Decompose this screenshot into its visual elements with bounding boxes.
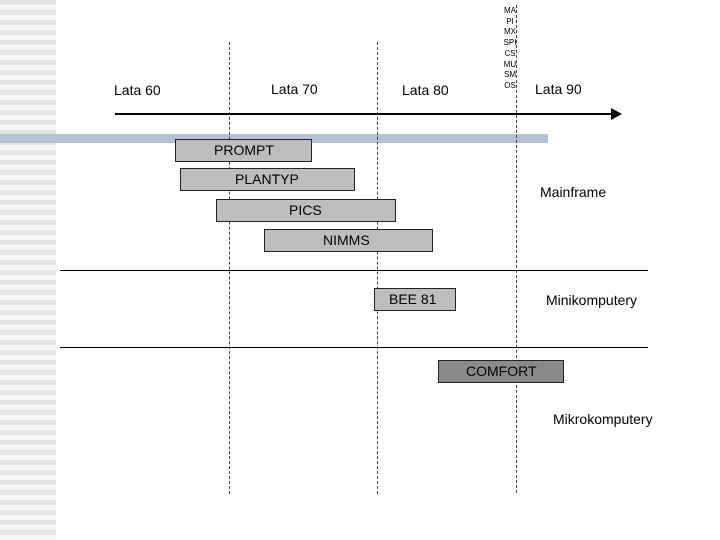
system-label-prompt: PROMPT [214, 142, 274, 158]
vertical-system-labels: MAPIMXSPICSMUSMOS [503, 6, 517, 92]
system-bar-pics: PICS [216, 199, 396, 222]
separator-2 [60, 347, 648, 348]
vertical-label-musmos: MUSMOS [503, 59, 517, 90]
timeline-axis [115, 113, 613, 115]
system-bar-nimms: NIMMS [264, 229, 433, 252]
system-label-nimms: NIMMS [323, 232, 370, 248]
era-label-90: Lata 90 [535, 81, 582, 97]
system-label-plantyp: PLANTYP [235, 171, 299, 187]
system-label-bee81: BEE 81 [389, 291, 437, 307]
system-bar-prompt: PROMPT [175, 139, 312, 162]
vertical-label-mapimxspics: MAPIMXSPICS [503, 6, 517, 58]
decorative-stripes [0, 0, 56, 540]
category-minikomputery: Minikomputery [546, 292, 638, 308]
accent-band [0, 134, 548, 143]
system-label-comfort: COMFORT [466, 363, 537, 379]
era-label-70: Lata 70 [271, 81, 318, 97]
system-label-pics: PICS [289, 202, 322, 218]
timeline-arrowhead [611, 108, 622, 120]
era-label-60: Lata 60 [114, 82, 161, 98]
category-mainframe: Mainframe [540, 184, 607, 200]
gridline-1980 [377, 42, 378, 494]
system-bar-bee81: BEE 81 [374, 288, 456, 311]
separator-1 [60, 270, 648, 271]
era-label-80: Lata 80 [402, 82, 449, 98]
gridline-1970 [229, 42, 230, 494]
system-bar-plantyp: PLANTYP [180, 168, 355, 191]
gridline-1990 [516, 5, 517, 493]
system-bar-comfort: COMFORT [438, 360, 564, 383]
category-mikrokomputery: Mikrokomputery [553, 411, 653, 427]
